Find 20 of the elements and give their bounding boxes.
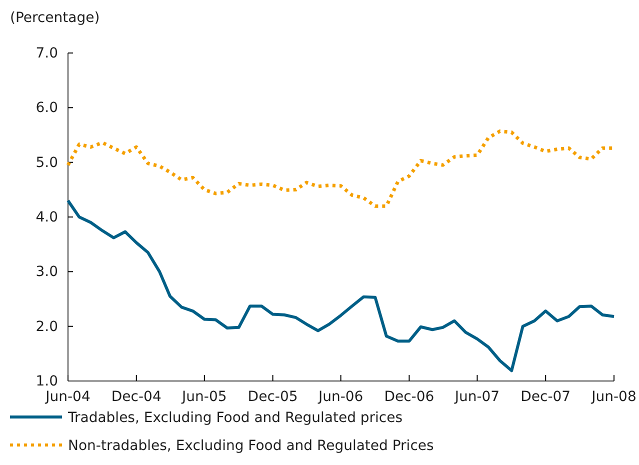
y-tick-label: 6.0 bbox=[36, 100, 58, 116]
y-tick-label: 4.0 bbox=[36, 209, 58, 226]
x-tick-label: Dec-04 bbox=[111, 389, 162, 405]
y-tick-label: 2.0 bbox=[36, 318, 58, 335]
y-tick-label: 1.0 bbox=[36, 373, 58, 390]
x-tick-label: Jun-05 bbox=[181, 389, 227, 405]
x-tick-label: Dec-05 bbox=[248, 389, 298, 405]
x-tick-label: Dec-06 bbox=[384, 389, 434, 405]
legend-label: Non-tradables, Excluding Food and Regulated Prices bbox=[68, 438, 434, 454]
line-series bbox=[66, 199, 616, 372]
y-axis-title: (Percentage) bbox=[10, 10, 100, 26]
x-tick-label: Jun-08 bbox=[590, 389, 636, 405]
x-tick-label: Jun-07 bbox=[454, 389, 500, 405]
legend-label: Tradables, Excluding Food and Regulated prices bbox=[67, 410, 403, 426]
x-tick-label: Jun-06 bbox=[317, 389, 364, 405]
y-tick-label: 7.0 bbox=[36, 45, 58, 62]
y-tick-label: 3.0 bbox=[36, 264, 58, 280]
x-tick-label: Dec-07 bbox=[520, 389, 571, 405]
y-tick-label: 5.0 bbox=[36, 154, 58, 171]
x-tick-label: Jun-04 bbox=[44, 389, 90, 405]
